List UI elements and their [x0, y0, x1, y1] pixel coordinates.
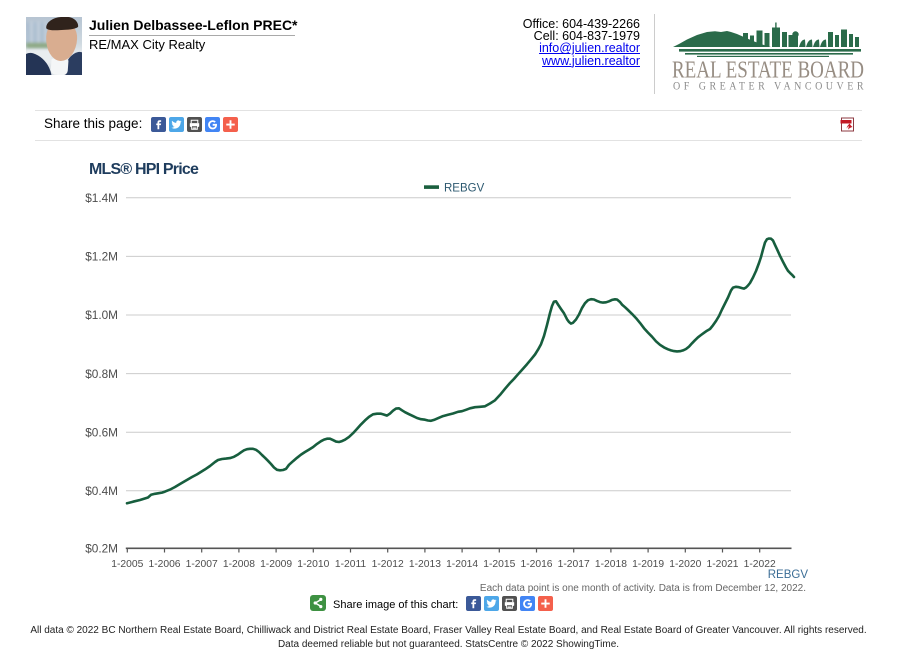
svg-text:$0.8M: $0.8M: [85, 367, 118, 381]
svg-text:1-2012: 1-2012: [372, 559, 404, 570]
svg-text:REBGV: REBGV: [444, 183, 485, 195]
svg-text:1-2009: 1-2009: [260, 559, 292, 570]
svg-text:1-2015: 1-2015: [483, 559, 515, 570]
svg-text:$1.2M: $1.2M: [85, 250, 118, 264]
svg-text:1-2006: 1-2006: [148, 559, 180, 570]
svg-text:REAL ESTATE BOARD: REAL ESTATE BOARD: [672, 58, 864, 84]
svg-text:$1.4M: $1.4M: [85, 191, 118, 205]
svg-text:1-2017: 1-2017: [558, 559, 590, 570]
svg-text:$0.2M: $0.2M: [85, 542, 118, 556]
svg-text:1-2019: 1-2019: [632, 559, 664, 570]
svg-text:1-2008: 1-2008: [223, 559, 255, 570]
svg-text:1-2022: 1-2022: [744, 559, 776, 570]
svg-text:1-2007: 1-2007: [186, 559, 218, 570]
svg-text:$0.4M: $0.4M: [85, 484, 118, 498]
svg-text:1-2016: 1-2016: [520, 559, 552, 570]
svg-text:1-2020: 1-2020: [669, 559, 701, 570]
svg-text:1-2018: 1-2018: [595, 559, 627, 570]
svg-text:$1.0M: $1.0M: [85, 308, 118, 322]
svg-text:1-2005: 1-2005: [111, 559, 143, 570]
svg-text:1-2010: 1-2010: [297, 559, 329, 570]
svg-text:OF GREATER VANCOUVER: OF GREATER VANCOUVER: [673, 81, 867, 93]
svg-text:1-2011: 1-2011: [335, 559, 367, 570]
svg-text:1-2021: 1-2021: [706, 559, 738, 570]
svg-text:$0.6M: $0.6M: [85, 425, 118, 439]
svg-text:1-2014: 1-2014: [446, 559, 478, 570]
svg-text:1-2013: 1-2013: [409, 559, 441, 570]
